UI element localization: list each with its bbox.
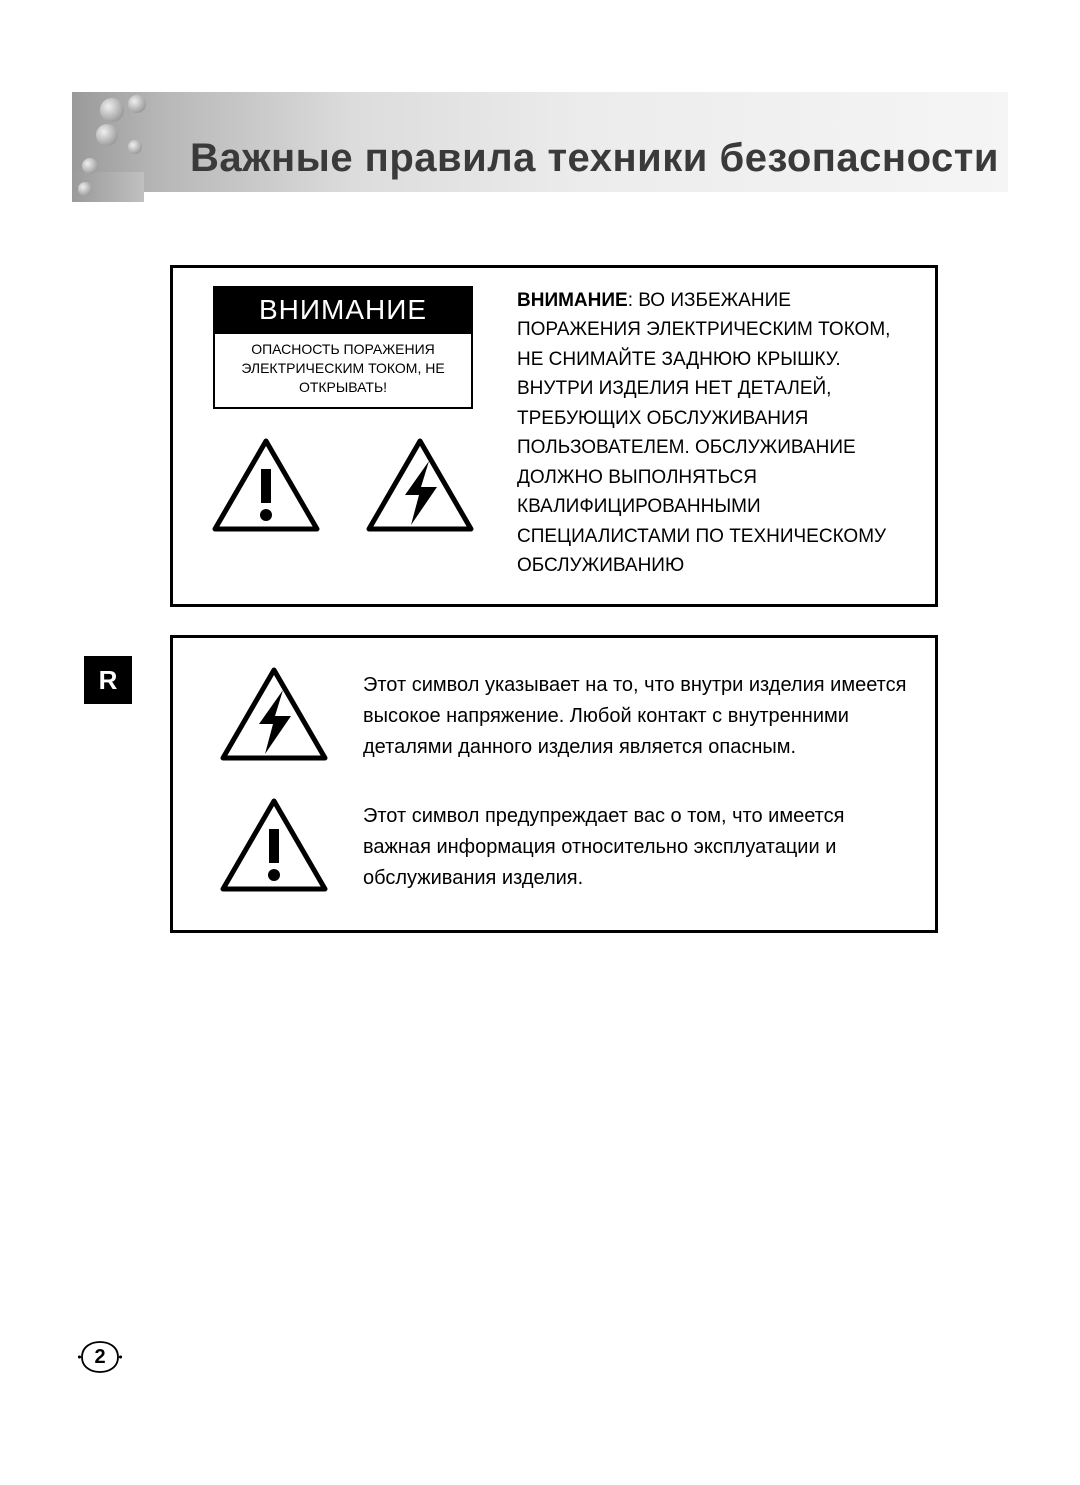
exclamation-triangle-icon (211, 437, 321, 533)
caution-subtext: ОПАСНОСТЬ ПОРАЖЕНИЯ ЭЛЕКТРИЧЕСКИМ ТОКОМ,… (215, 334, 471, 407)
side-tab: R (84, 656, 132, 704)
bubble-icon (128, 140, 142, 154)
bubble-icon (100, 98, 124, 122)
symbol-row-info: Этот символ предупреждает вас о том, что… (199, 797, 909, 894)
caution-header: ВНИМАНИЕ (215, 288, 471, 334)
symbol-row-voltage: Этот символ указывает на то, что внутри … (199, 666, 909, 763)
bubble-icon (96, 124, 118, 146)
caution-box-left: ВНИМАНИЕ ОПАСНОСТЬ ПОРАЖЕНИЯ ЭЛЕКТРИЧЕСК… (193, 286, 493, 580)
exclamation-triangle-icon (219, 797, 329, 893)
page-title: Важные правила техники безопасности (190, 136, 1010, 181)
symbol-explanation-box: Этот символ указывает на то, что внутри … (170, 635, 938, 933)
voltage-triangle-icon (365, 437, 475, 533)
caution-box: ВНИМАНИЕ ОПАСНОСТЬ ПОРАЖЕНИЯ ЭЛЕКТРИЧЕСК… (170, 265, 938, 607)
caution-right-bold: ВНИМАНИЕ (517, 290, 628, 311)
page-number-ornament: 2 (78, 1338, 122, 1376)
caution-right-text: : ВО ИЗБЕЖАНИЕ ПОРАЖЕНИЯ ЭЛЕКТРИЧЕСКИМ Т… (517, 290, 890, 576)
bubble-icon (82, 158, 98, 174)
caution-icon-row (211, 437, 475, 533)
voltage-triangle-icon (219, 666, 329, 762)
voltage-symbol-text: Этот символ указывает на то, что внутри … (363, 666, 909, 763)
bubble-icon (128, 95, 146, 113)
caution-label: ВНИМАНИЕ ОПАСНОСТЬ ПОРАЖЕНИЯ ЭЛЕКТРИЧЕСК… (213, 286, 473, 409)
document-page: Важные правила техники безопасности ВНИМ… (0, 0, 1080, 1485)
caution-box-right: ВНИМАНИЕ: ВО ИЗБЕЖАНИЕ ПОРАЖЕНИЯ ЭЛЕКТРИ… (517, 286, 915, 580)
bubble-icon (78, 182, 92, 196)
page-number: 2 (78, 1338, 122, 1376)
info-symbol-text: Этот символ предупреждает вас о том, что… (363, 797, 909, 894)
